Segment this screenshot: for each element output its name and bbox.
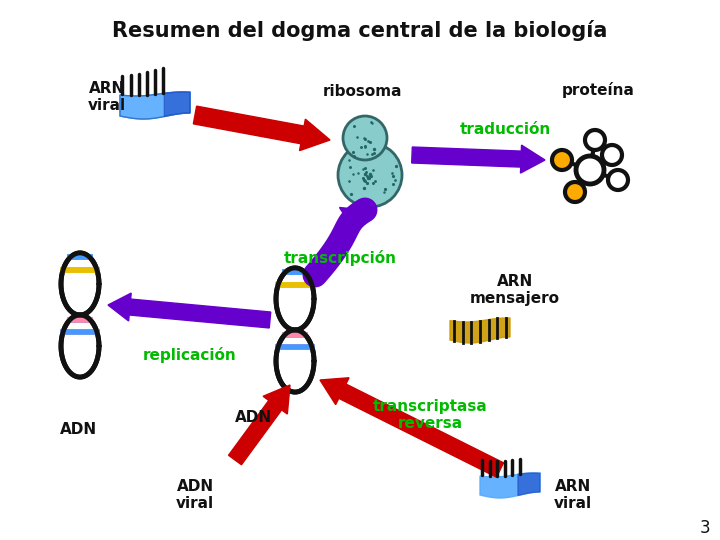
Text: ARN
viral: ARN viral xyxy=(88,81,126,113)
Polygon shape xyxy=(320,378,503,477)
Polygon shape xyxy=(120,92,190,119)
Circle shape xyxy=(576,156,604,184)
Circle shape xyxy=(602,145,622,165)
Text: replicación: replicación xyxy=(143,347,237,363)
Polygon shape xyxy=(480,473,540,498)
Text: transcriptasa
reversa: transcriptasa reversa xyxy=(373,399,487,431)
Circle shape xyxy=(338,143,402,207)
Text: ribosoma: ribosoma xyxy=(323,84,402,99)
Text: transcripción: transcripción xyxy=(284,250,397,266)
Text: ADN: ADN xyxy=(60,422,96,437)
Polygon shape xyxy=(518,473,540,496)
Circle shape xyxy=(585,130,605,150)
Text: Resumen del dogma central de la biología: Resumen del dogma central de la biología xyxy=(112,20,608,41)
Circle shape xyxy=(565,182,585,202)
Polygon shape xyxy=(450,318,510,343)
Text: ARN
mensajero: ARN mensajero xyxy=(470,274,560,306)
Text: 3: 3 xyxy=(700,519,711,537)
Polygon shape xyxy=(108,293,271,328)
Text: proteína: proteína xyxy=(562,82,634,98)
Text: ADN
viral: ADN viral xyxy=(176,479,214,511)
Circle shape xyxy=(608,170,628,190)
Polygon shape xyxy=(194,106,330,151)
Polygon shape xyxy=(340,206,365,234)
Text: ADN: ADN xyxy=(235,410,271,426)
Polygon shape xyxy=(412,145,545,173)
Circle shape xyxy=(343,116,387,160)
Text: ARN
viral: ARN viral xyxy=(554,479,592,511)
Circle shape xyxy=(552,150,572,170)
Text: traducción: traducción xyxy=(459,123,551,138)
Polygon shape xyxy=(228,385,290,465)
Polygon shape xyxy=(164,92,190,117)
